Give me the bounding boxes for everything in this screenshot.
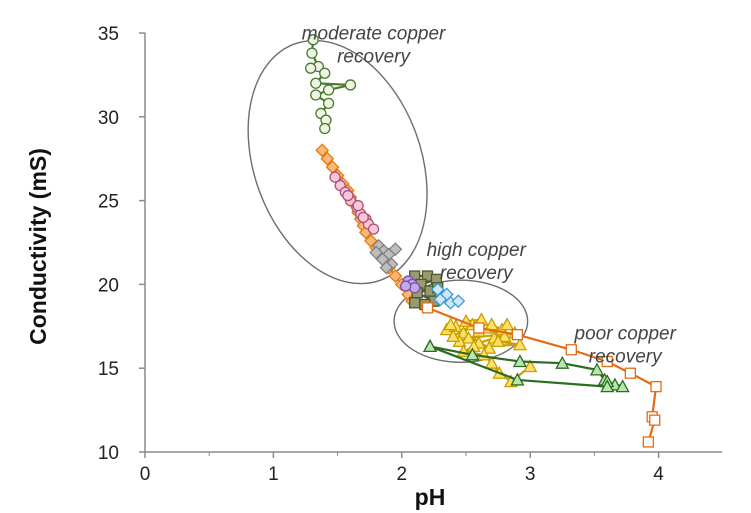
- data-point: [344, 79, 357, 91]
- annotation-line: poor copper: [574, 324, 677, 345]
- data-point: [306, 47, 318, 59]
- series-group: [422, 339, 615, 393]
- data-point: [422, 339, 438, 353]
- annotation-line: recovery: [337, 47, 411, 68]
- data-point: [388, 242, 403, 257]
- data-point: [307, 34, 319, 46]
- series-group: [422, 339, 630, 393]
- data-point: [499, 317, 515, 331]
- data-point: [443, 317, 458, 331]
- data-point: [320, 151, 335, 166]
- data-point: [461, 330, 476, 344]
- annotation-line: recovery: [589, 347, 663, 368]
- data-point: [304, 62, 317, 74]
- annotation-line: moderate copper: [302, 24, 446, 45]
- data-point: [446, 328, 461, 343]
- axes-layer: [144, 33, 722, 453]
- data-point: [367, 223, 380, 235]
- data-point: [565, 344, 577, 356]
- data-point: [642, 436, 654, 448]
- series-layer: [304, 34, 662, 448]
- data-point: [465, 347, 480, 361]
- data-point: [484, 355, 499, 369]
- data-point: [379, 260, 394, 275]
- y-tick-label: 25: [98, 192, 119, 213]
- data-point: [315, 143, 330, 158]
- data-point: [310, 89, 322, 101]
- y-axis-title: Conductivity (mS): [25, 148, 51, 345]
- data-point: [451, 294, 466, 309]
- annotation-line: recovery: [440, 263, 514, 284]
- annotation-label: high copper recovery: [427, 240, 527, 284]
- data-point: [523, 359, 538, 373]
- x-tick-label: 0: [140, 464, 151, 485]
- y-tick-label: 15: [98, 359, 119, 380]
- x-tick-label: 3: [525, 464, 536, 485]
- data-point: [408, 297, 421, 309]
- data-point: [650, 380, 662, 393]
- y-tick-label: 30: [98, 108, 119, 129]
- data-point: [600, 379, 615, 393]
- data-point: [421, 302, 434, 314]
- x-tick-label: 1: [268, 464, 279, 485]
- data-point: [357, 211, 369, 224]
- series-group: [400, 275, 421, 294]
- series-group: [329, 171, 380, 235]
- data-point: [319, 122, 331, 135]
- x-tick-label: 2: [397, 464, 408, 485]
- series-group: [421, 302, 662, 448]
- data-point: [624, 367, 637, 379]
- data-point: [388, 269, 403, 283]
- series-group: [439, 312, 538, 388]
- data-point: [319, 67, 331, 79]
- y-tick-label: 35: [98, 24, 119, 45]
- y-tick-label: 20: [98, 275, 119, 296]
- data-point: [615, 379, 630, 393]
- data-point: [649, 414, 661, 426]
- y-tick-label: 10: [98, 443, 119, 464]
- annotation-label: poor copper recovery: [574, 324, 677, 368]
- region-ellipse: [393, 279, 529, 364]
- data-point: [369, 245, 384, 260]
- annotation-line: high copper: [427, 240, 527, 261]
- data-point: [512, 337, 528, 351]
- series-group: [430, 282, 466, 310]
- data-point: [408, 282, 421, 294]
- data-point: [512, 354, 528, 368]
- data-point: [310, 77, 322, 89]
- data-point: [473, 322, 485, 334]
- data-point: [342, 189, 354, 202]
- data-point: [322, 84, 335, 96]
- x-axis-title: pH: [415, 484, 446, 510]
- x-tick-label: 4: [653, 464, 664, 485]
- series-group: [369, 238, 403, 275]
- data-point: [433, 292, 448, 307]
- data-point: [322, 97, 335, 110]
- data-point: [329, 171, 341, 183]
- data-point: [601, 355, 613, 368]
- data-point: [491, 334, 506, 348]
- data-point: [352, 199, 364, 212]
- annotation-label: moderate copper recovery: [302, 24, 446, 68]
- data-point: [589, 362, 605, 376]
- region-ellipse: [247, 39, 428, 285]
- data-point: [511, 329, 524, 341]
- data-point: [482, 340, 497, 354]
- ticks-layer: 0 1 2 3 4 10 15 20 25 30 35: [98, 24, 664, 485]
- data-point: [555, 355, 570, 369]
- data-point: [400, 280, 412, 292]
- data-point: [497, 328, 512, 343]
- ellipses-layer: [247, 39, 529, 364]
- data-point: [510, 372, 525, 386]
- series-group: [304, 34, 357, 135]
